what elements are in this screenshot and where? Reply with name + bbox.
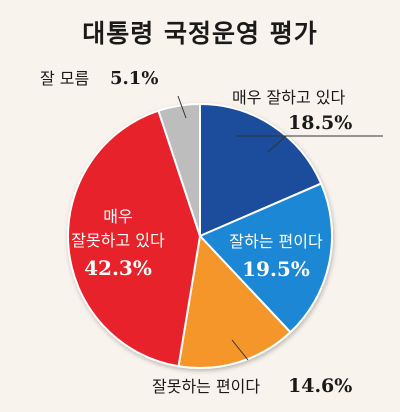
- leader-line-somewhat-bad: [231, 339, 249, 361]
- slice-label-somewhat-bad: 잘못하는 편이다: [152, 377, 260, 396]
- slice-somewhat-good: [198, 182, 333, 334]
- chart-title: 대통령 국정운영 평가: [82, 19, 318, 48]
- slice-somewhat-bad: [177, 233, 292, 369]
- slice-label-very-bad-line1: 매우: [103, 207, 132, 226]
- slice-value-very-good: 18.5%: [288, 112, 352, 134]
- slice-label-very-good: 매우 잘하고 있다: [232, 88, 345, 107]
- slice-unknown: [157, 102, 201, 237]
- slice-value-somewhat-good: 19.5%: [242, 257, 310, 281]
- slice-value-very-bad: 42.3%: [84, 256, 152, 280]
- slice-value-unknown: 5.1%: [110, 68, 158, 89]
- leader-line-very-good-pointer: [267, 135, 287, 153]
- leader-line-unknown: [177, 95, 187, 119]
- slice-very-good: [199, 102, 323, 238]
- slice-label-unknown: 잘 모름: [40, 69, 89, 88]
- slice-label-somewhat-good: 잘하는 편이다: [229, 232, 323, 251]
- leader-lines: [177, 95, 383, 361]
- slice-value-somewhat-bad: 14.6%: [288, 375, 352, 397]
- slice-very-bad: [67, 109, 202, 368]
- pie-slices: [67, 102, 333, 369]
- slice-label-very-bad-line2: 잘못하고 있다: [71, 231, 165, 250]
